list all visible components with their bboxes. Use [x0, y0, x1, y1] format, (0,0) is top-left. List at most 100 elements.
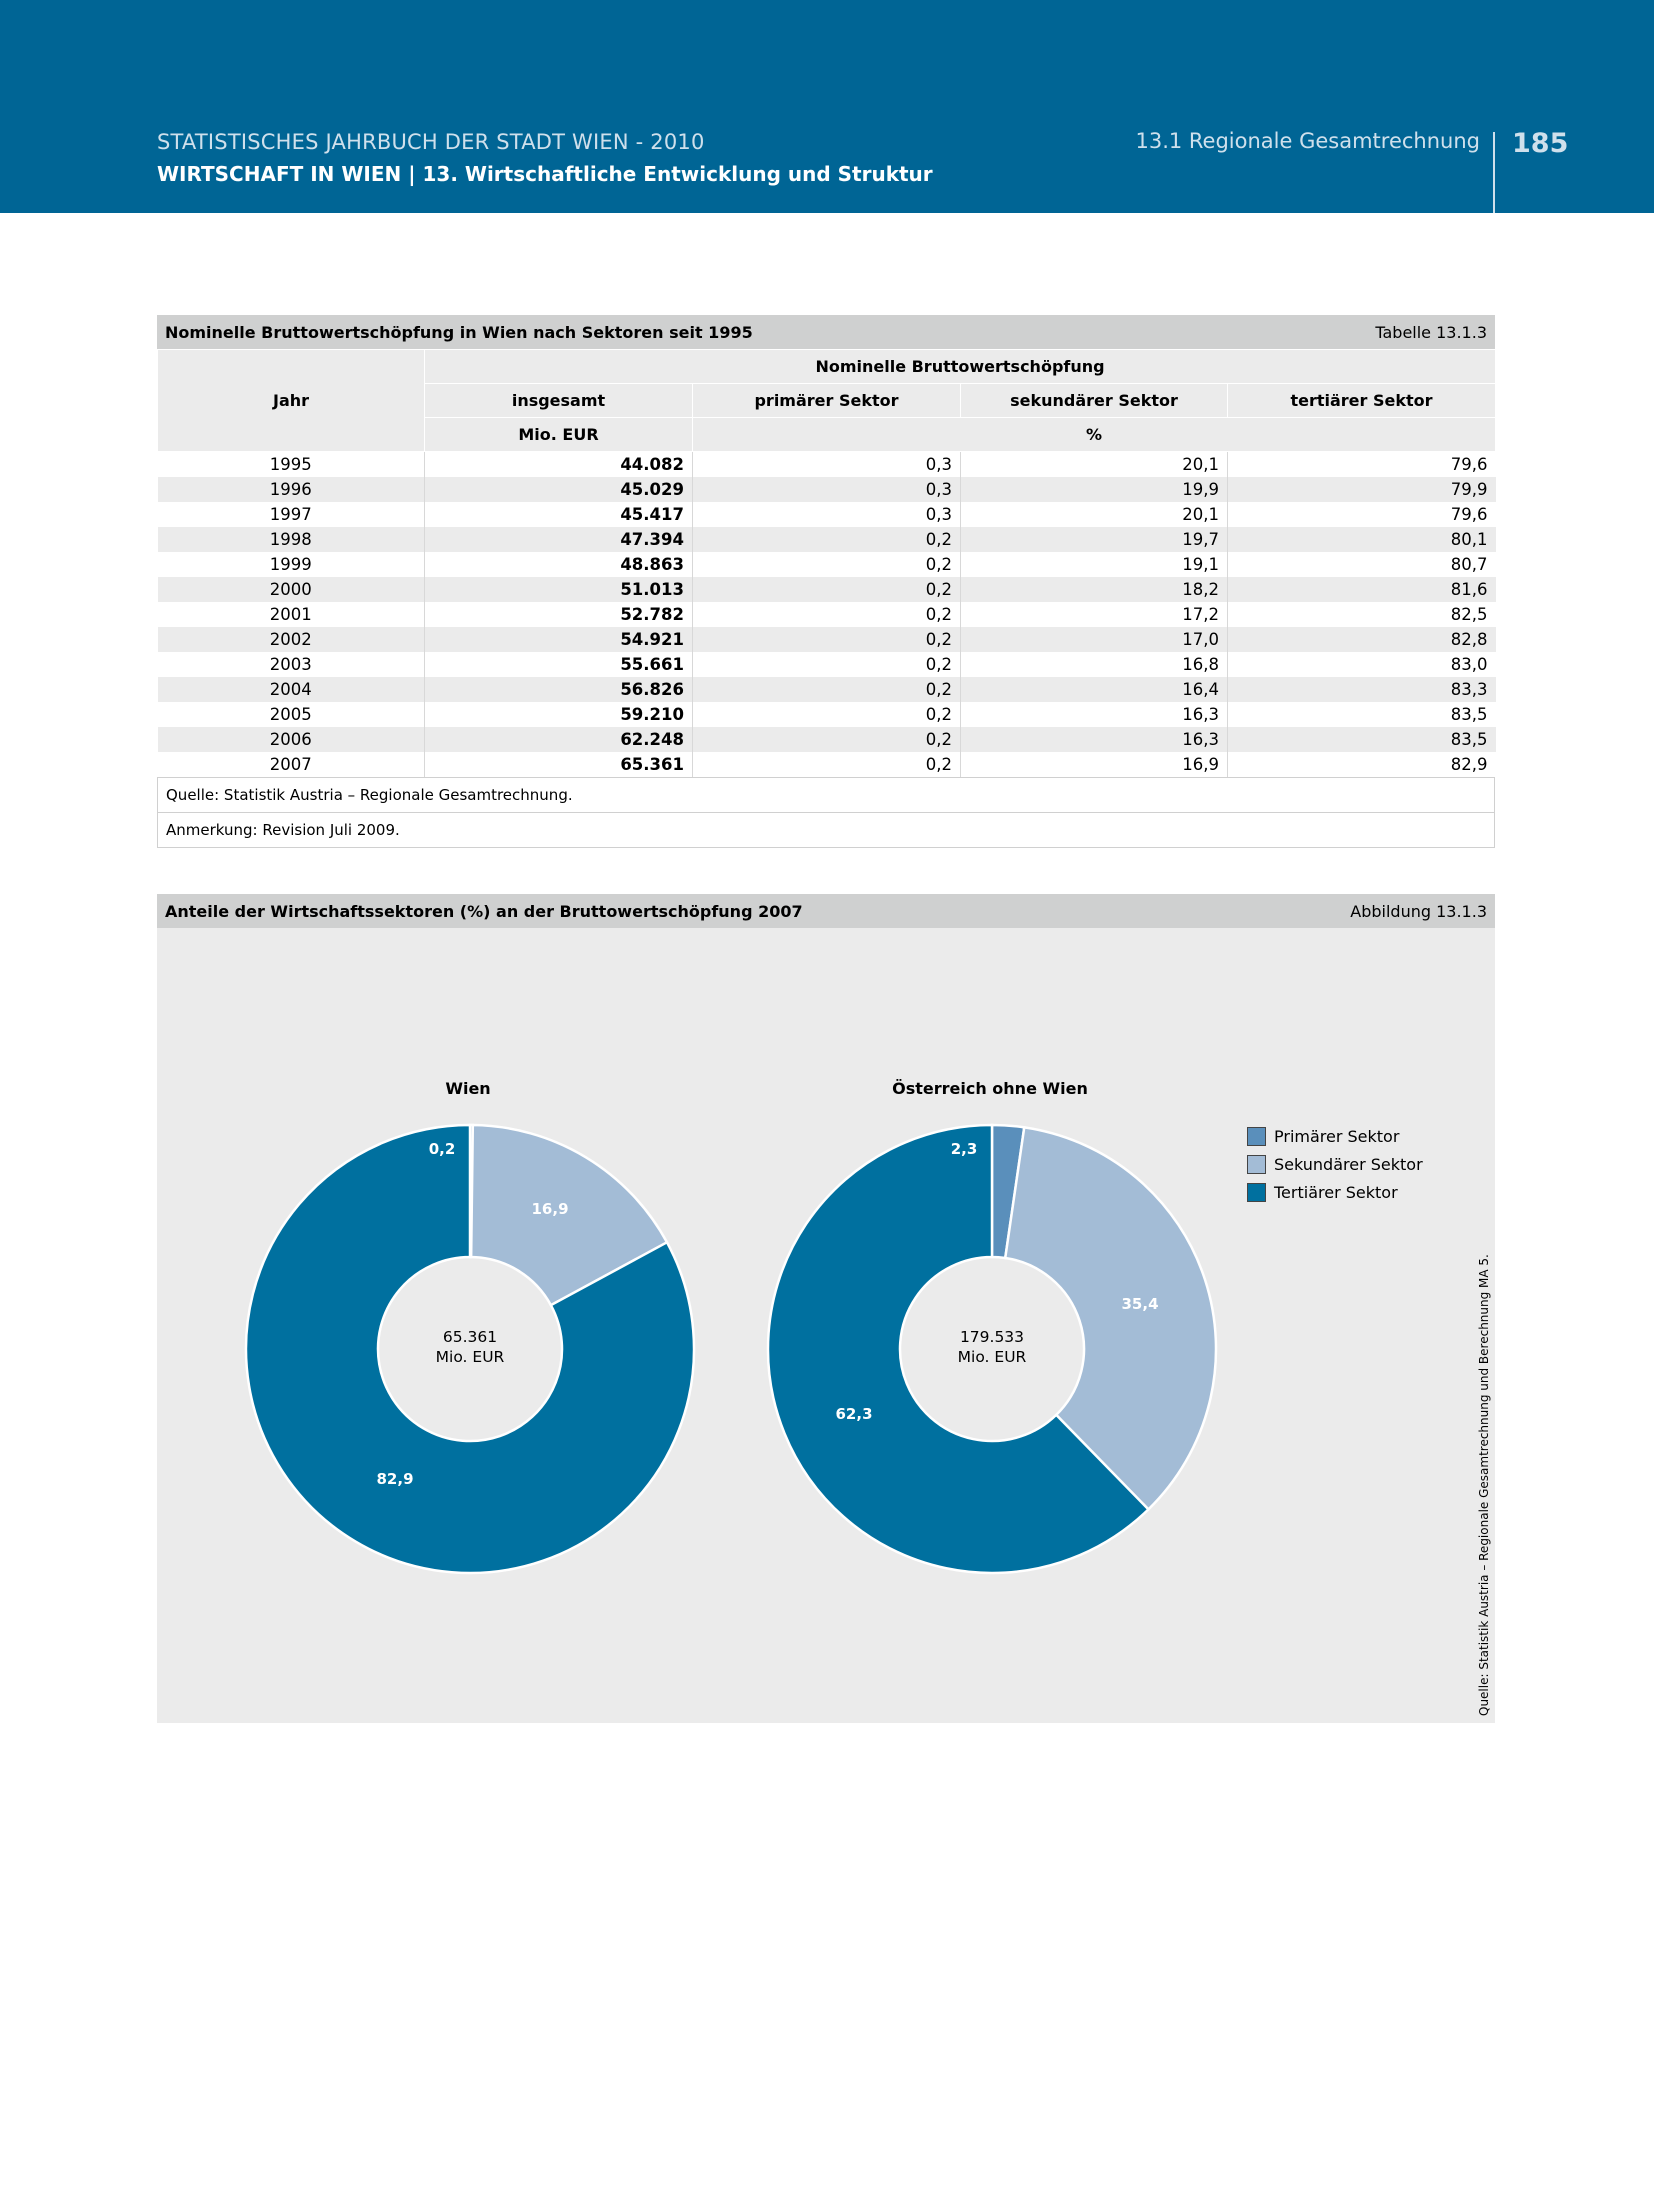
legend-label-sekundaer: Sekundärer Sektor: [1274, 1154, 1423, 1174]
table-cell: 83,3: [1227, 677, 1496, 702]
legend-swatch-sekundaer: [1247, 1154, 1266, 1174]
table-cell: 45.029: [424, 477, 693, 502]
table-title-bar: Nominelle Bruttowertschöpfung in Wien na…: [157, 315, 1495, 349]
table-cell: 16,8: [960, 652, 1228, 677]
slice-label-oesterreich-2: 62,3: [835, 1405, 873, 1423]
header-sekundaer: sekundärer Sektor: [960, 383, 1228, 418]
table-cell: 82,9: [1450, 755, 1488, 774]
table-cell: 2006: [157, 727, 425, 752]
table-cell: 2005: [157, 702, 425, 727]
legend: Primärer Sektor Sekundärer Sektor Tertiä…: [1247, 1122, 1423, 1206]
figure-label: Abbildung 13.1.3: [1350, 902, 1487, 921]
table-cell: 0,3: [692, 451, 961, 477]
table-cell: 0,3: [692, 502, 961, 527]
table-cell: 16,3: [960, 702, 1228, 727]
table-cell: 19,1: [960, 552, 1228, 577]
table-row: 2006 62.248 0,2 16,3 83,5: [157, 727, 1496, 752]
table-cell: 0,2: [692, 552, 961, 577]
table-cell: 1998: [157, 527, 425, 552]
table-cell: 0,2: [692, 652, 961, 677]
table-cell: 82,8: [1227, 627, 1496, 652]
table-cell: 0,2: [692, 677, 961, 702]
table-cell: 56.826: [424, 677, 693, 702]
page-header: STATISTISCHES JAHRBUCH DER STADT WIEN - …: [0, 0, 1654, 213]
table-cell: 1995: [157, 451, 425, 477]
table-cell: 81,6: [1227, 577, 1496, 602]
table-cell: 2001: [157, 602, 425, 627]
legend-label-tertiaer: Tertiärer Sektor: [1274, 1182, 1398, 1202]
center-unit-oesterreich: Mio. EUR: [957, 1348, 1027, 1366]
chart-title-oesterreich: Österreich ohne Wien: [892, 1079, 1088, 1098]
table-title: Nominelle Bruttowertschöpfung in Wien na…: [165, 323, 753, 342]
table-cell: 45.417: [424, 502, 693, 527]
unit-mio-eur: Mio. EUR: [424, 417, 693, 452]
table-row: 2005 59.210 0,2 16,3 83,5: [157, 702, 1496, 727]
table-cell: 0,2: [692, 727, 961, 752]
table-cell: 16,9: [960, 752, 1228, 777]
table-cell: 80,1: [1227, 527, 1496, 552]
table-cell: 2000: [157, 577, 425, 602]
table-cell: 83,5: [1227, 727, 1496, 752]
table-row: 1995 44.082 0,3 20,1 79,6: [157, 451, 1496, 477]
donut-charts: [244, 1123, 1218, 1575]
slice-label-wien-1: 16,9: [531, 1200, 569, 1218]
slice-label-oesterreich-1: 35,4: [1121, 1295, 1159, 1313]
legend-item-tertiaer: Tertiärer Sektor: [1247, 1178, 1423, 1206]
table-cell: 82,5: [1450, 605, 1488, 624]
header-tertiaer: tertiärer Sektor: [1226, 383, 1497, 418]
chart-title-wien: Wien: [445, 1079, 491, 1098]
center-value-wien: 65.361: [442, 1328, 498, 1346]
slice-label-oesterreich-0: 2,3: [950, 1140, 978, 1158]
table-cell: 0,2: [692, 752, 961, 777]
table-source: Quelle: Statistik Austria – Regionale Ge…: [157, 777, 1495, 813]
table-cell: 59.210: [424, 702, 693, 727]
slice-label-wien-0: 0,2: [428, 1140, 456, 1158]
unit-percent: %: [691, 417, 1497, 452]
center-label-oesterreich: 179.533 Mio. EUR: [912, 1327, 1072, 1367]
yearbook-title: STATISTISCHES JAHRBUCH DER STADT WIEN - …: [157, 130, 705, 154]
table-cell: 2004: [157, 677, 425, 702]
table-cell: 55.661: [424, 652, 693, 677]
table-cell: 17,0: [960, 627, 1228, 652]
figure-title: Anteile der Wirtschaftssektoren (%) an d…: [165, 902, 803, 921]
table-cell: 1996: [157, 477, 425, 502]
legend-item-primaer: Primärer Sektor: [1247, 1122, 1423, 1150]
table-cell: 54.921: [424, 627, 693, 652]
table-cell: 0,2: [692, 702, 961, 727]
table-cell: 65.361: [424, 752, 693, 777]
center-label-wien: 65.361 Mio. EUR: [390, 1327, 550, 1367]
table-cell: 2002: [157, 627, 425, 652]
table-cell: 52.782: [424, 602, 693, 627]
header-jahr: Jahr: [157, 349, 425, 452]
table-cell: 0,3: [692, 477, 961, 502]
data-table: Jahr Nominelle Bruttowertschöpfung insge…: [157, 349, 1497, 777]
legend-swatch-tertiaer: [1247, 1182, 1266, 1202]
table-cell: 1997: [157, 502, 425, 527]
table-cell: 79,6: [1450, 505, 1488, 524]
center-unit-wien: Mio. EUR: [435, 1348, 505, 1366]
table-cell: 19,9: [960, 477, 1228, 502]
table-cell: 20,1: [960, 502, 1228, 527]
slice-oesterreich-1: [1003, 1125, 1218, 1512]
table-cell: 48.863: [424, 552, 693, 577]
table-cell: 47.394: [424, 527, 693, 552]
header-group: Nominelle Bruttowertschöpfung: [423, 349, 1497, 384]
table-row: 1998 47.394 0,2 19,7 80,1: [157, 527, 1496, 552]
table-cell: 44.082: [424, 451, 693, 477]
table-row: 1996 45.029 0,3 19,9 79,9: [157, 477, 1496, 502]
table-cell: 0,2: [692, 602, 961, 627]
table-row: 2003 55.661 0,2 16,8 83,0: [157, 652, 1496, 677]
slice-wien-1: [469, 1123, 669, 1307]
table-cell: 0,2: [692, 627, 961, 652]
table-cell: 16,3: [960, 727, 1228, 752]
table-row: 2004 56.826 0,2 16,4 83,3: [157, 677, 1496, 702]
slice-label-wien-2: 82,9: [376, 1470, 414, 1488]
table-cell: 62.248: [424, 727, 693, 752]
figure-source: Quelle: Statistik Austria – Regionale Ge…: [1477, 1254, 1491, 1716]
table-cell: 19,7: [960, 527, 1228, 552]
header-insgesamt: insgesamt: [424, 383, 693, 418]
table-cell: 1999: [157, 552, 425, 577]
table-cell: 79,9: [1227, 477, 1496, 502]
figure-box: Anteile der Wirtschaftssektoren (%) an d…: [157, 894, 1495, 1723]
header-primaer: primärer Sektor: [692, 383, 961, 418]
